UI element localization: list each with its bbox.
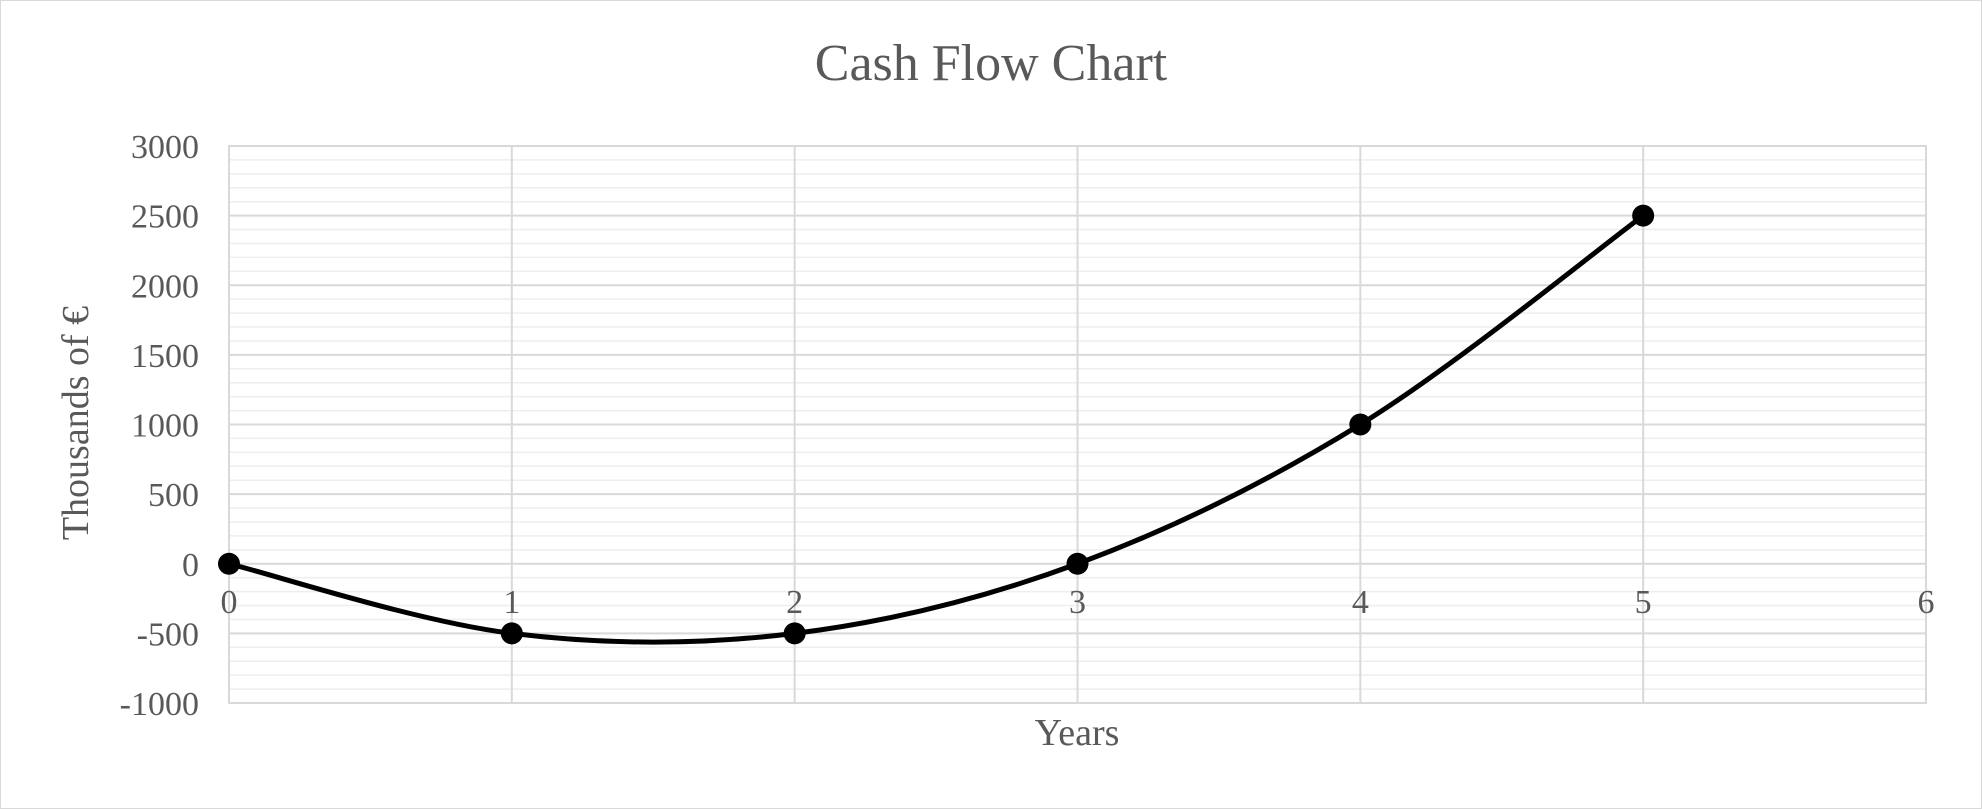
x-axis-title: Years [1035,712,1120,754]
data-point [1632,204,1655,227]
y-axis-tick-labels: 3000 2500 2000 1500 1000 500 0 -500 -1000 [120,129,199,723]
series-line [228,213,1645,645]
chart-title: Cash Flow Chart [815,35,1168,92]
data-point [500,622,523,645]
series-cash-flow [218,204,1655,645]
y-tick-label: 0 [182,547,199,584]
x-tick-label: 0 [221,584,238,621]
y-axis-title: Thousands of € [55,306,97,540]
x-tick-label: 4 [1352,584,1369,621]
y-tick-label: 1500 [131,338,199,375]
y-tick-label: -500 [137,616,199,653]
y-tick-label: -1000 [120,686,199,723]
data-point [1349,413,1372,436]
y-tick-label: 1000 [131,408,199,445]
x-tick-label: 5 [1635,584,1652,621]
plot-area-border [228,145,1927,704]
y-tick-label: 500 [148,477,199,514]
data-point [783,622,806,645]
y-tick-label: 3000 [131,129,199,166]
x-tick-label: 3 [1069,584,1086,621]
x-tick-label: 1 [503,584,520,621]
x-tick-label: 2 [786,584,803,621]
x-tick-label: 6 [1918,584,1935,621]
y-tick-label: 2500 [131,199,199,236]
y-tick-label: 2000 [131,268,199,305]
data-point [1066,552,1089,575]
x-axis-tick-labels: 0 1 2 3 4 5 6 [221,584,1935,621]
data-point [218,552,240,575]
plot-border [228,145,1927,704]
